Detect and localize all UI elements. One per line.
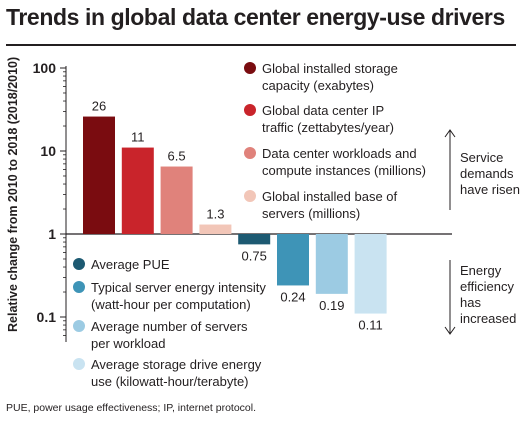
legend-swatch xyxy=(73,281,85,293)
annotation-efficiency: increased xyxy=(460,311,516,326)
bar xyxy=(199,224,232,234)
efficiency-arrow-head xyxy=(444,326,456,335)
legend-swatch xyxy=(73,358,85,370)
bar xyxy=(354,234,387,314)
bar-value-label: 0.11 xyxy=(358,318,382,333)
bar-value-label: 6.5 xyxy=(168,149,186,164)
y-tick-label: 0.1 xyxy=(37,309,57,325)
demand-arrow-head xyxy=(444,129,456,138)
legend-label: Global installed storage xyxy=(262,61,398,76)
legend-label: Average number of servers xyxy=(91,319,248,334)
legend-swatch xyxy=(73,258,85,270)
legend-label: Typical server energy intensity xyxy=(91,280,266,295)
legend-label: per workload xyxy=(91,336,165,351)
legend-label: compute instances (millions) xyxy=(262,163,426,178)
legend-label: Global data center IP xyxy=(262,103,384,118)
legend-label: use (kilowatt-hour/terabyte) xyxy=(91,374,249,389)
bar xyxy=(83,116,115,234)
bar xyxy=(277,234,309,286)
y-tick-label: 1 xyxy=(48,226,56,242)
bar xyxy=(121,147,154,234)
footnote: PUE, power usage effectiveness; IP, inte… xyxy=(6,402,257,414)
legend-label: Average PUE xyxy=(91,257,170,272)
legend-label: Average storage drive energy xyxy=(91,357,262,372)
legend-label: traffic (zettabytes/year) xyxy=(262,120,394,135)
bar xyxy=(160,166,193,234)
annotation-efficiency: efficiency xyxy=(460,279,514,294)
annotation-efficiency: Energy xyxy=(460,263,502,278)
legend-label: (watt-hour per computation) xyxy=(91,297,251,312)
y-tick-label: 10 xyxy=(40,143,56,159)
title-divider xyxy=(6,44,516,46)
legend-label: servers (millions) xyxy=(262,206,360,221)
legend-label: Data center workloads and xyxy=(262,146,417,161)
annotation-demand: Service xyxy=(460,150,503,165)
bar-value-label: 1.3 xyxy=(206,207,224,222)
legend-swatch xyxy=(244,62,256,74)
bar-value-label: 0.75 xyxy=(242,248,267,263)
legend-swatch xyxy=(244,104,256,116)
bar xyxy=(238,234,271,245)
legend-swatch xyxy=(244,147,256,159)
legend-swatch xyxy=(73,320,85,332)
bar xyxy=(315,234,348,294)
bar-value-label: 0.19 xyxy=(319,298,344,313)
legend-label: capacity (exabytes) xyxy=(262,78,374,93)
legend-swatch xyxy=(244,190,256,202)
annotation-demand: demands xyxy=(460,166,514,181)
chart-title: Trends in global data center energy-use … xyxy=(6,4,505,30)
bar-value-label: 11 xyxy=(131,130,145,145)
bar-value-label: 26 xyxy=(92,99,106,114)
annotation-demand: have risen xyxy=(460,182,520,197)
legend-label: Global installed base of xyxy=(262,189,398,204)
annotation-efficiency: has xyxy=(460,295,481,310)
bar-value-label: 0.24 xyxy=(280,289,305,304)
y-tick-label: 100 xyxy=(33,60,57,76)
y-axis-label: Relative change from 2010 to 2018 (2018/… xyxy=(6,57,20,332)
